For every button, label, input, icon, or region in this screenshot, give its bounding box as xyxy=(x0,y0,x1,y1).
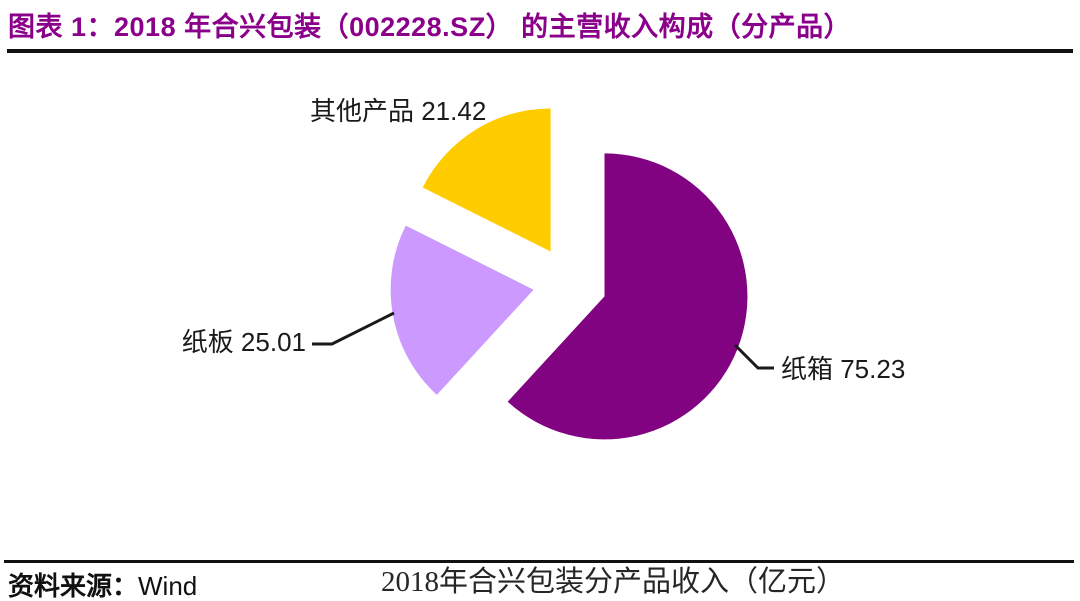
footer-divider xyxy=(4,560,1074,563)
slice-leader-0 xyxy=(733,343,774,370)
source-value: Wind xyxy=(138,571,198,601)
pie-slice-2 xyxy=(422,108,551,252)
pie-slice-1 xyxy=(390,225,534,395)
source-label: 资料来源： xyxy=(8,572,139,601)
slice-label-0: 纸箱 75.23 xyxy=(781,354,905,384)
slice-leader-1 xyxy=(312,311,395,346)
chart-caption: 2018年合兴包装分产品收入（亿元） xyxy=(380,566,846,598)
title-divider xyxy=(7,49,1073,53)
pie-slice-0 xyxy=(507,153,748,440)
source-line: 资料来源：Wind xyxy=(8,566,197,601)
slice-label-2: 其他产品 21.42 xyxy=(310,96,486,126)
pie-chart: 纸箱 75.23 纸板 25.01 其他产品 21.42 xyxy=(182,96,905,440)
slice-label-1: 纸板 25.01 xyxy=(182,327,306,357)
page-title: 图表 1：2018 年合兴包装（002228.SZ） 的主营收入构成（分产品） xyxy=(8,12,852,42)
chart-area: 纸箱 75.23 纸板 25.01 其他产品 21.42 2018年合兴包装分产品收… xyxy=(0,60,1080,598)
